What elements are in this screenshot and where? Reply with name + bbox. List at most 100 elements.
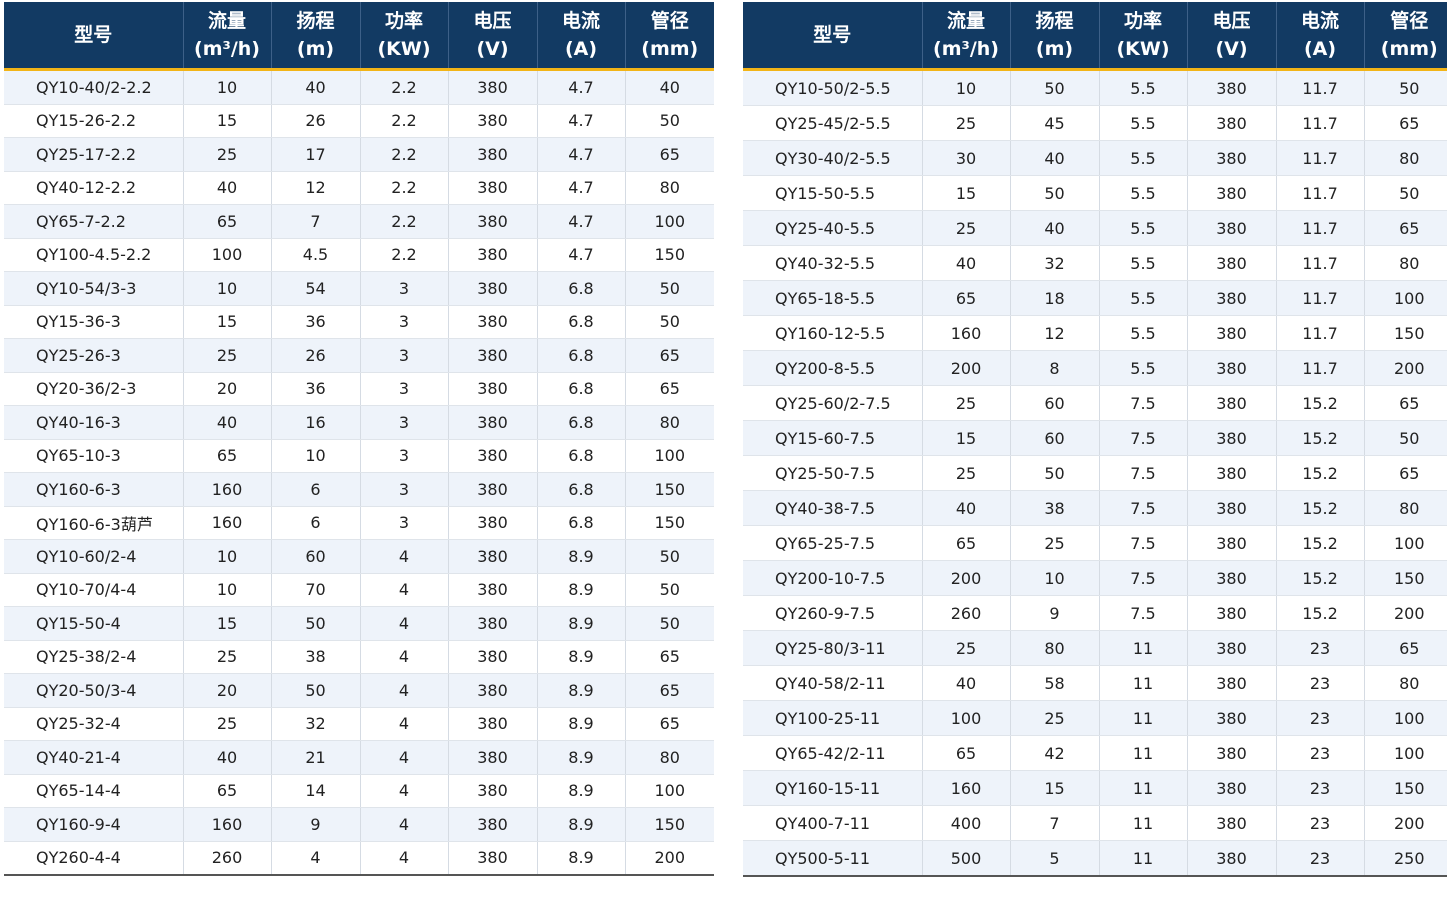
voltage-cell: 380 <box>1186 210 1276 246</box>
current-cell: 15.2 <box>1275 595 1364 631</box>
model-cell: QY260-4-4 <box>4 841 183 876</box>
current-cell: 4.7 <box>536 104 625 138</box>
table-row: QY25-17-2.2 25 17 2.2 380 4.7 65 <box>4 137 714 172</box>
pipe-diameter-cell: 100 <box>1363 700 1447 736</box>
voltage-cell: 380 <box>447 707 537 741</box>
voltage-cell: 380 <box>1186 560 1276 596</box>
table-row: QY10-40/2-2.2 10 40 2.2 380 4.7 40 <box>4 69 714 105</box>
pipe-diameter-cell: 250 <box>1363 840 1447 877</box>
table-row: QY200-8-5.5 200 8 5.5 380 11.7 200 <box>743 350 1447 386</box>
col-header-model: 型号 <box>743 2 922 71</box>
table-body: QY10-40/2-2.2 10 40 2.2 380 4.7 40 QY15-26-2.2 1… <box>4 69 714 876</box>
model-cell: QY15-36-3 <box>4 305 183 339</box>
head-cell: 12 <box>270 171 360 205</box>
table-row: QY15-50-4 15 50 4 380 8.9 50 <box>4 606 714 641</box>
model-cell: QY500-5-11 <box>743 840 922 877</box>
flow-cell: 20 <box>182 673 271 708</box>
current-cell: 4.7 <box>536 238 625 272</box>
head-cell: 7 <box>270 204 360 239</box>
current-cell: 11.7 <box>1275 175 1364 211</box>
voltage-cell: 380 <box>447 305 537 339</box>
pipe-diameter-cell: 65 <box>624 372 714 406</box>
model-cell: QY260-9-7.5 <box>743 595 922 631</box>
head-cell: 50 <box>270 673 360 708</box>
model-cell: QY160-15-11 <box>743 770 922 806</box>
power-cell: 2.2 <box>359 238 448 272</box>
current-cell: 6.8 <box>536 472 625 507</box>
flow-cell: 25 <box>921 630 1010 666</box>
current-cell: 8.9 <box>536 807 625 842</box>
current-cell: 11.7 <box>1275 105 1364 141</box>
table-row: QY40-32-5.5 40 32 5.5 380 11.7 80 <box>743 245 1447 281</box>
flow-cell: 65 <box>182 774 271 808</box>
flow-cell: 40 <box>182 740 271 775</box>
model-cell: QY10-70/4-4 <box>4 573 183 607</box>
voltage-cell: 380 <box>1186 350 1276 386</box>
model-cell: QY15-26-2.2 <box>4 104 183 138</box>
model-cell: QY25-26-3 <box>4 338 183 373</box>
pipe-diameter-cell: 80 <box>1363 490 1447 526</box>
current-cell: 23 <box>1275 805 1364 841</box>
flow-cell: 15 <box>921 175 1010 211</box>
pipe-diameter-cell: 150 <box>1363 560 1447 596</box>
head-cell: 38 <box>1009 490 1099 526</box>
head-cell: 32 <box>1009 245 1099 281</box>
table-row: QY25-45/2-5.5 25 45 5.5 380 11.7 65 <box>743 105 1447 141</box>
pipe-diameter-cell: 100 <box>1363 280 1447 316</box>
power-cell: 2.2 <box>359 204 448 239</box>
model-cell: QY65-7-2.2 <box>4 204 183 239</box>
power-cell: 7.5 <box>1098 420 1187 456</box>
model-cell: QY100-4.5-2.2 <box>4 238 183 272</box>
flow-cell: 260 <box>182 841 271 876</box>
pipe-diameter-cell: 150 <box>624 472 714 507</box>
pipe-diameter-cell: 200 <box>1363 350 1447 386</box>
pipe-diameter-cell: 100 <box>624 774 714 808</box>
voltage-cell: 380 <box>447 640 537 674</box>
power-cell: 11 <box>1098 805 1187 841</box>
power-cell: 11 <box>1098 840 1187 877</box>
table-row: QY160-6-3 160 6 3 380 6.8 150 <box>4 472 714 507</box>
voltage-cell: 380 <box>1186 805 1276 841</box>
power-cell: 7.5 <box>1098 595 1187 631</box>
voltage-cell: 380 <box>447 372 537 406</box>
table-row: QY100-25-11 100 25 11 380 23 100 <box>743 700 1447 736</box>
head-cell: 45 <box>1009 105 1099 141</box>
table-row: QY400-7-11 400 7 11 380 23 200 <box>743 805 1447 841</box>
flow-cell: 15 <box>182 305 271 339</box>
table-row: QY20-36/2-3 20 36 3 380 6.8 65 <box>4 372 714 406</box>
voltage-cell: 380 <box>447 506 537 540</box>
power-cell: 2.2 <box>359 137 448 172</box>
model-cell: QY400-7-11 <box>743 805 922 841</box>
voltage-cell: 380 <box>447 439 537 473</box>
current-cell: 4.7 <box>536 137 625 172</box>
table-row: QY500-5-11 500 5 11 380 23 250 <box>743 840 1447 877</box>
flow-cell: 200 <box>921 560 1010 596</box>
current-cell: 15.2 <box>1275 385 1364 421</box>
power-cell: 5.5 <box>1098 315 1187 351</box>
header-row: 型号 流量 (m³/h) 扬程 (m) 功率 (KW) 电压 (V) 电流 (A) 管径(… <box>743 2 1447 71</box>
power-cell: 7.5 <box>1098 525 1187 561</box>
table-row: QY160-12-5.5 160 12 5.5 380 11.7 150 <box>743 315 1447 351</box>
model-cell: QY40-32-5.5 <box>743 245 922 281</box>
head-cell: 10 <box>270 439 360 473</box>
col-header-voltage: 电压 (V) <box>447 2 537 71</box>
power-cell: 4 <box>359 740 448 775</box>
table-row: QY10-70/4-4 10 70 4 380 8.9 50 <box>4 573 714 607</box>
head-cell: 50 <box>1009 455 1099 491</box>
pipe-diameter-cell: 200 <box>1363 595 1447 631</box>
head-cell: 8 <box>1009 350 1099 386</box>
pipe-diameter-cell: 150 <box>624 506 714 540</box>
flow-cell: 10 <box>921 69 1010 106</box>
table-row: QY160-9-4 160 9 4 380 8.9 150 <box>4 807 714 842</box>
table-row: QY65-10-3 65 10 3 380 6.8 100 <box>4 439 714 473</box>
head-cell: 6 <box>270 506 360 540</box>
voltage-cell: 380 <box>447 137 537 172</box>
power-cell: 3 <box>359 271 448 306</box>
model-cell: QY10-60/2-4 <box>4 539 183 574</box>
flow-cell: 500 <box>921 840 1010 877</box>
voltage-cell: 380 <box>1186 525 1276 561</box>
table-row: QY25-80/3-11 25 80 11 380 23 65 <box>743 630 1447 666</box>
model-cell: QY40-58/2-11 <box>743 665 922 701</box>
table-row: QY25-38/2-4 25 38 4 380 8.9 65 <box>4 640 714 674</box>
power-cell: 4 <box>359 640 448 674</box>
